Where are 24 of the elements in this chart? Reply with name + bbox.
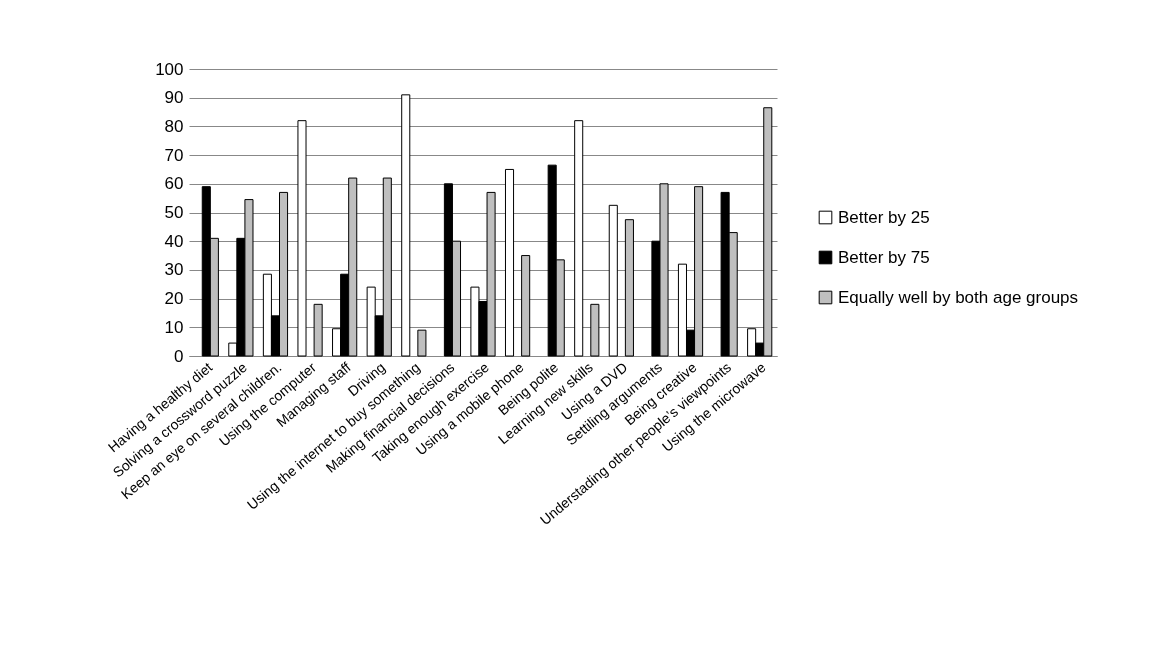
legend-label: Better by 25 [838, 207, 930, 227]
bar [624, 219, 634, 357]
y-tick-label: 50 [164, 203, 184, 222]
y-tick-label: 100 [155, 59, 184, 79]
y-tick-label: 80 [164, 116, 184, 136]
bar [313, 303, 323, 357]
y-tick-label: 70 [164, 145, 184, 165]
bar [297, 120, 307, 357]
bar [590, 303, 600, 357]
y-tick-label: 60 [164, 174, 184, 194]
bar [401, 94, 411, 357]
legend-label: Equally well by both age groups [838, 287, 1079, 307]
bar [574, 120, 584, 357]
legend-label: Better by 75 [838, 247, 930, 267]
bar [417, 329, 427, 357]
bar [608, 204, 618, 357]
y-tick-label: 10 [164, 317, 184, 337]
y-tick-label: 90 [164, 88, 184, 108]
bar [504, 168, 515, 357]
y-tick-label: 0 [174, 346, 184, 366]
y-tick-label: 20 [164, 289, 184, 309]
y-tick-label: 40 [164, 231, 184, 251]
y-tick-label: 30 [164, 260, 184, 280]
bar [521, 255, 531, 357]
